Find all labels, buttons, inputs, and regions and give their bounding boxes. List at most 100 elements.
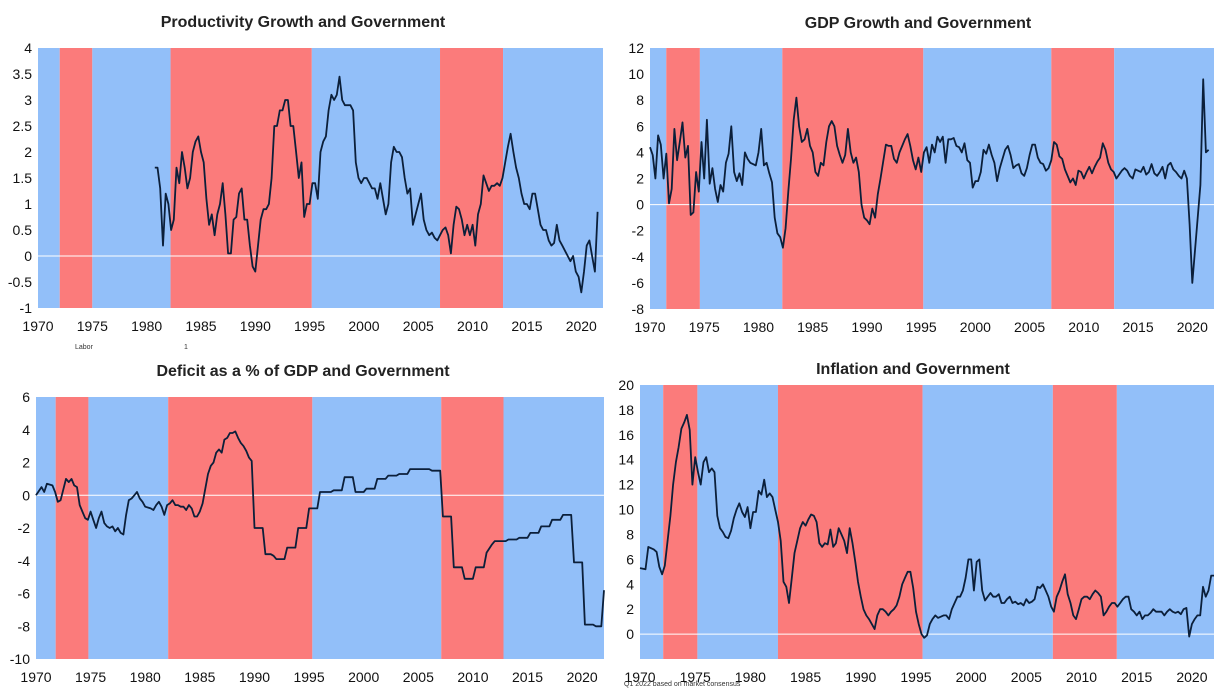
x-tick-label: 2000 — [960, 319, 991, 335]
y-tick-label: 16 — [618, 427, 634, 443]
x-tick-label: 1975 — [689, 319, 720, 335]
y-tick-label: 0 — [22, 487, 30, 503]
y-tick-label: 20 — [618, 377, 634, 393]
x-tick-label: 2005 — [403, 669, 434, 685]
band-blue-0 — [640, 385, 664, 659]
y-tick-label: 4 — [626, 576, 634, 592]
x-tick-label: 2000 — [348, 669, 379, 685]
y-tick-label: 8 — [626, 526, 634, 542]
band-red-5 — [440, 48, 504, 308]
y-tick-label: -1 — [20, 300, 33, 316]
x-tick-label: 2000 — [956, 669, 987, 685]
band-red-3 — [170, 48, 312, 308]
x-tick-label: 2005 — [403, 318, 434, 334]
band-blue-0 — [650, 48, 667, 309]
gdp-chart: GDP Growth and Government -8 -6 -4 -2 0 2 4 6 8 1… — [628, 15, 1214, 335]
y-tick-label: 6 — [22, 389, 30, 405]
x-tick-label: 2020 — [566, 318, 597, 334]
series-line-0 — [649, 78, 1210, 284]
x-tick-label: 2020 — [1176, 669, 1207, 685]
y-tick-label: 12 — [618, 477, 634, 493]
x-tick-label: 1990 — [851, 319, 882, 335]
band-blue-6 — [503, 397, 604, 659]
x-tick-label: 1990 — [240, 318, 271, 334]
y-tick-label: -2 — [18, 520, 31, 536]
inflation-chart: Inflation and Government 0 2 4 6 8 10 12 14 16 18… — [618, 361, 1214, 685]
annotation-labor: Labor — [75, 344, 94, 351]
y-tick-label: -8 — [18, 618, 31, 634]
x-tick-label: 1995 — [293, 669, 324, 685]
x-tick-label: 2015 — [512, 669, 543, 685]
band-blue-2 — [697, 385, 778, 659]
y-tick-label: 0 — [626, 626, 634, 642]
chart-title: Deficit as a % of GDP and Government — [156, 363, 450, 380]
band-blue-0 — [36, 397, 56, 659]
x-tick-label: 2005 — [1014, 319, 1045, 335]
y-tick-label: -0.5 — [8, 274, 32, 290]
y-tick-label: 3 — [24, 92, 32, 108]
y-tick-label: 12 — [628, 40, 644, 56]
y-tick-label: 2 — [24, 144, 32, 160]
x-tick-label: 2015 — [1121, 669, 1152, 685]
x-tick-label: 2005 — [1011, 669, 1042, 685]
x-tick-label: 1980 — [131, 318, 162, 334]
series-line-0 — [639, 413, 1214, 639]
band-blue-2 — [88, 397, 169, 659]
x-tick-label: 1980 — [743, 319, 774, 335]
y-tick-label: 4 — [24, 40, 32, 56]
deficit-chart: Deficit as a % of GDP and Government -10… — [10, 363, 605, 685]
chart-title: GDP Growth and Government — [805, 15, 1032, 32]
x-tick-label: 1995 — [900, 669, 931, 685]
band-red-3 — [777, 385, 923, 659]
y-tick-label: -6 — [632, 275, 645, 291]
band-red-5 — [1052, 385, 1117, 659]
y-tick-label: 4 — [636, 144, 644, 160]
x-tick-label: 1970 — [22, 318, 53, 334]
x-tick-label: 2020 — [1177, 319, 1208, 335]
x-tick-label: 1995 — [294, 318, 325, 334]
y-tick-label: 2.5 — [13, 118, 33, 134]
y-tick-label: 4 — [22, 422, 30, 438]
x-tick-label: 1990 — [845, 669, 876, 685]
productivity-chart: Productivity Growth and Government -1 -0.… — [8, 14, 603, 334]
y-tick-label: -4 — [18, 553, 31, 569]
x-tick-label: 1975 — [680, 669, 711, 685]
chart-title: Productivity Growth and Government — [161, 14, 446, 31]
y-tick-label: 1 — [24, 196, 32, 212]
band-red-5 — [1051, 48, 1115, 309]
y-tick-label: 8 — [636, 92, 644, 108]
x-tick-label: 2010 — [1068, 319, 1099, 335]
y-tick-label: 3.5 — [13, 66, 33, 82]
x-tick-label: 2010 — [457, 669, 488, 685]
y-tick-label: -6 — [18, 586, 31, 602]
y-tick-label: 2 — [22, 455, 30, 471]
x-tick-label: 2010 — [457, 318, 488, 334]
band-red-5 — [441, 397, 504, 659]
x-tick-label: 1980 — [130, 669, 161, 685]
series-line-0 — [35, 430, 605, 628]
y-tick-label: 0 — [636, 197, 644, 213]
x-tick-label: 1985 — [797, 319, 828, 335]
band-red-1 — [59, 48, 93, 308]
x-tick-label: 2000 — [348, 318, 379, 334]
x-tick-label: 1980 — [735, 669, 766, 685]
y-tick-label: 14 — [618, 452, 634, 468]
x-tick-label: 1995 — [906, 319, 937, 335]
band-blue-6 — [1116, 385, 1214, 659]
x-tick-label: 2015 — [511, 318, 542, 334]
x-tick-label: 1990 — [239, 669, 270, 685]
band-blue-4 — [923, 48, 1052, 309]
band-red-1 — [663, 385, 698, 659]
y-tick-label: 1.5 — [13, 170, 33, 186]
y-tick-label: 6 — [636, 118, 644, 134]
y-tick-label: 10 — [628, 66, 644, 82]
x-tick-label: 1985 — [185, 318, 216, 334]
y-tick-label: 18 — [618, 402, 634, 418]
band-red-3 — [168, 397, 313, 659]
band-blue-4 — [312, 397, 442, 659]
y-tick-label: 2 — [636, 171, 644, 187]
series-line-0 — [154, 75, 599, 294]
annotation-one: 1 — [184, 344, 188, 351]
y-tick-label: -10 — [10, 651, 30, 667]
